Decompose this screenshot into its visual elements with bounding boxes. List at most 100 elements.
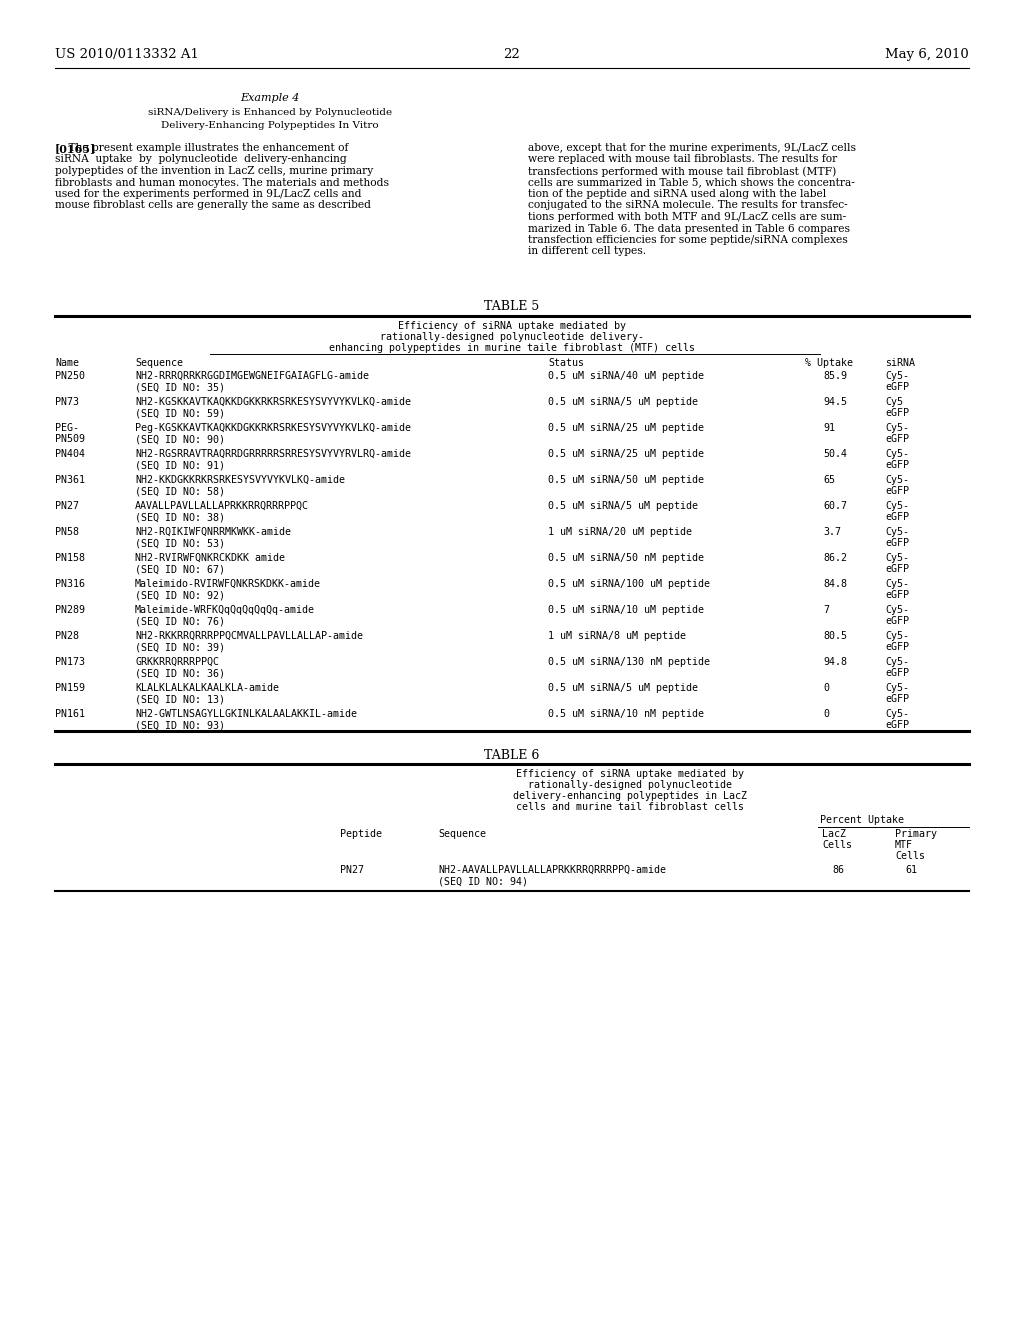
- Text: 0.5 uM siRNA/50 nM peptide: 0.5 uM siRNA/50 nM peptide: [548, 553, 705, 564]
- Text: NH2-RRRQRRKRGGDIMGEWGNEIFGAIAGFLG-amide: NH2-RRRQRRKRGGDIMGEWGNEIFGAIAGFLG-amide: [135, 371, 369, 381]
- Text: tions performed with both MTF and 9L/LacZ cells are sum-: tions performed with both MTF and 9L/Lac…: [528, 213, 846, 222]
- Text: delivery-enhancing polypeptides in LacZ: delivery-enhancing polypeptides in LacZ: [513, 791, 746, 801]
- Text: Delivery-Enhancing Polypeptides In Vitro: Delivery-Enhancing Polypeptides In Vitro: [161, 121, 379, 129]
- Text: eGFP: eGFP: [885, 694, 909, 704]
- Text: PN28: PN28: [55, 631, 79, 642]
- Text: LacZ: LacZ: [822, 829, 846, 840]
- Text: MTF: MTF: [895, 840, 913, 850]
- Text: (SEQ ID NO: 58): (SEQ ID NO: 58): [135, 486, 225, 496]
- Text: (SEQ ID NO: 67): (SEQ ID NO: 67): [135, 564, 225, 574]
- Text: rationally-designed polynucleotide: rationally-designed polynucleotide: [528, 780, 732, 789]
- Text: Cy5-: Cy5-: [885, 475, 909, 484]
- Text: NH2-RGSRRAVTRAQRRDGRRRRRSRRESYSVYVYRVLRQ-amide: NH2-RGSRRAVTRAQRRDGRRRRRSRRESYSVYVYRVLRQ…: [135, 449, 411, 459]
- Text: Cy5-: Cy5-: [885, 631, 909, 642]
- Text: conjugated to the siRNA molecule. The results for transfec-: conjugated to the siRNA molecule. The re…: [528, 201, 848, 210]
- Text: Cy5-: Cy5-: [885, 422, 909, 433]
- Text: (SEQ ID NO: 94): (SEQ ID NO: 94): [438, 876, 528, 886]
- Text: 86: 86: [831, 865, 844, 875]
- Text: Cy5: Cy5: [885, 397, 903, 407]
- Text: (SEQ ID NO: 93): (SEQ ID NO: 93): [135, 719, 225, 730]
- Text: Efficiency of siRNA uptake mediated by: Efficiency of siRNA uptake mediated by: [398, 321, 626, 331]
- Text: cells are summarized in Table 5, which shows the concentra-: cells are summarized in Table 5, which s…: [528, 177, 855, 187]
- Text: 0.5 uM siRNA/5 uM peptide: 0.5 uM siRNA/5 uM peptide: [548, 502, 698, 511]
- Text: siRNA: siRNA: [885, 358, 915, 368]
- Text: Peptide: Peptide: [340, 829, 382, 840]
- Text: Cy5-: Cy5-: [885, 371, 909, 381]
- Text: PN404: PN404: [55, 449, 85, 459]
- Text: Cy5-: Cy5-: [885, 682, 909, 693]
- Text: US 2010/0113332 A1: US 2010/0113332 A1: [55, 48, 199, 61]
- Text: PN27: PN27: [340, 865, 364, 875]
- Text: Cells: Cells: [895, 851, 925, 861]
- Text: polypeptides of the invention in LacZ cells, murine primary: polypeptides of the invention in LacZ ce…: [55, 166, 374, 176]
- Text: PN27: PN27: [55, 502, 79, 511]
- Text: NH2-RQIKIWFQNRRMKWKK-amide: NH2-RQIKIWFQNRRMKWKK-amide: [135, 527, 291, 537]
- Text: 0.5 uM siRNA/5 uM peptide: 0.5 uM siRNA/5 uM peptide: [548, 397, 698, 407]
- Text: Cy5-: Cy5-: [885, 527, 909, 537]
- Text: marized in Table 6. The data presented in Table 6 compares: marized in Table 6. The data presented i…: [528, 223, 850, 234]
- Text: [0165]: [0165]: [55, 143, 96, 154]
- Text: Name: Name: [55, 358, 79, 368]
- Text: eGFP: eGFP: [885, 590, 909, 601]
- Text: 65: 65: [823, 475, 835, 484]
- Text: 50.4: 50.4: [823, 449, 847, 459]
- Text: 84.8: 84.8: [823, 579, 847, 589]
- Text: transfection efficiencies for some peptide/siRNA complexes: transfection efficiencies for some pepti…: [528, 235, 848, 246]
- Text: 61: 61: [905, 865, 918, 875]
- Text: Primary: Primary: [895, 829, 937, 840]
- Text: Cy5-: Cy5-: [885, 657, 909, 667]
- Text: Cy5-: Cy5-: [885, 709, 909, 719]
- Text: Cy5-: Cy5-: [885, 605, 909, 615]
- Text: eGFP: eGFP: [885, 381, 909, 392]
- Text: eGFP: eGFP: [885, 459, 909, 470]
- Text: 22: 22: [504, 48, 520, 61]
- Text: NH2-GWTLNSAGYLLGKINLKALAALAKKIL-amide: NH2-GWTLNSAGYLLGKINLKALAALAKKIL-amide: [135, 709, 357, 719]
- Text: eGFP: eGFP: [885, 668, 909, 678]
- Text: Cy5-: Cy5-: [885, 579, 909, 589]
- Text: PEG-: PEG-: [55, 422, 79, 433]
- Text: (SEQ ID NO: 92): (SEQ ID NO: 92): [135, 590, 225, 601]
- Text: eGFP: eGFP: [885, 486, 909, 496]
- Text: 0.5 uM siRNA/50 uM peptide: 0.5 uM siRNA/50 uM peptide: [548, 475, 705, 484]
- Text: Peg-KGSKKAVTKAQKKDGKKRKRSRKESYSVYVYKVLKQ-amide: Peg-KGSKKAVTKAQKKDGKKRKRSRKESYSVYVYKVLKQ…: [135, 422, 411, 433]
- Text: PN158: PN158: [55, 553, 85, 564]
- Text: tion of the peptide and siRNA used along with the label: tion of the peptide and siRNA used along…: [528, 189, 826, 199]
- Text: siRNA  uptake  by  polynucleotide  delivery-enhancing: siRNA uptake by polynucleotide delivery-…: [55, 154, 347, 165]
- Text: NH2-KKDGKKRKRSRKESYSVYVYKVLKQ-amide: NH2-KKDGKKRKRSRKESYSVYVYKVLKQ-amide: [135, 475, 345, 484]
- Text: (SEQ ID NO: 90): (SEQ ID NO: 90): [135, 434, 225, 444]
- Text: % Uptake: % Uptake: [805, 358, 853, 368]
- Text: PN58: PN58: [55, 527, 79, 537]
- Text: rationally-designed polynucleotide delivery-: rationally-designed polynucleotide deliv…: [380, 333, 644, 342]
- Text: eGFP: eGFP: [885, 539, 909, 548]
- Text: mouse fibroblast cells are generally the same as described: mouse fibroblast cells are generally the…: [55, 201, 371, 210]
- Text: AAVALLPAVLLALLAPRKKRRQRRRPPQC: AAVALLPAVLLALLAPRKKRRQRRRPPQC: [135, 502, 309, 511]
- Text: (SEQ ID NO: 53): (SEQ ID NO: 53): [135, 539, 225, 548]
- Text: Efficiency of siRNA uptake mediated by: Efficiency of siRNA uptake mediated by: [516, 770, 744, 779]
- Text: TABLE 5: TABLE 5: [484, 300, 540, 313]
- Text: (SEQ ID NO: 35): (SEQ ID NO: 35): [135, 381, 225, 392]
- Text: (SEQ ID NO: 36): (SEQ ID NO: 36): [135, 668, 225, 678]
- Text: Cells: Cells: [822, 840, 852, 850]
- Text: The present example illustrates the enhancement of: The present example illustrates the enha…: [55, 143, 348, 153]
- Text: PN250: PN250: [55, 371, 85, 381]
- Text: PN73: PN73: [55, 397, 79, 407]
- Text: PN361: PN361: [55, 475, 85, 484]
- Text: PN289: PN289: [55, 605, 85, 615]
- Text: 85.9: 85.9: [823, 371, 847, 381]
- Text: Sequence: Sequence: [135, 358, 183, 368]
- Text: 80.5: 80.5: [823, 631, 847, 642]
- Text: NH2-AAVALLPAVLLALLAPRKKRRQRRRPPQ-amide: NH2-AAVALLPAVLLALLAPRKKRRQRRRPPQ-amide: [438, 865, 666, 875]
- Text: 1 uM siRNA/8 uM peptide: 1 uM siRNA/8 uM peptide: [548, 631, 686, 642]
- Text: KLALKLALKALKAALKLA-amide: KLALKLALKALKAALKLA-amide: [135, 682, 279, 693]
- Text: eGFP: eGFP: [885, 642, 909, 652]
- Text: were replaced with mouse tail fibroblasts. The results for: were replaced with mouse tail fibroblast…: [528, 154, 838, 165]
- Text: NH2-RVIRWFQNKRCKDKK amide: NH2-RVIRWFQNKRCKDKK amide: [135, 553, 285, 564]
- Text: 60.7: 60.7: [823, 502, 847, 511]
- Text: 0.5 uM siRNA/10 uM peptide: 0.5 uM siRNA/10 uM peptide: [548, 605, 705, 615]
- Text: PN173: PN173: [55, 657, 85, 667]
- Text: 0.5 uM siRNA/25 uM peptide: 0.5 uM siRNA/25 uM peptide: [548, 449, 705, 459]
- Text: PN509: PN509: [55, 434, 85, 444]
- Text: NH2-RKKRRQRRRPPQCMVALLPAVLLALLAP-amide: NH2-RKKRRQRRRPPQCMVALLPAVLLALLAP-amide: [135, 631, 362, 642]
- Text: fibroblasts and human monocytes. The materials and methods: fibroblasts and human monocytes. The mat…: [55, 177, 389, 187]
- Text: eGFP: eGFP: [885, 616, 909, 626]
